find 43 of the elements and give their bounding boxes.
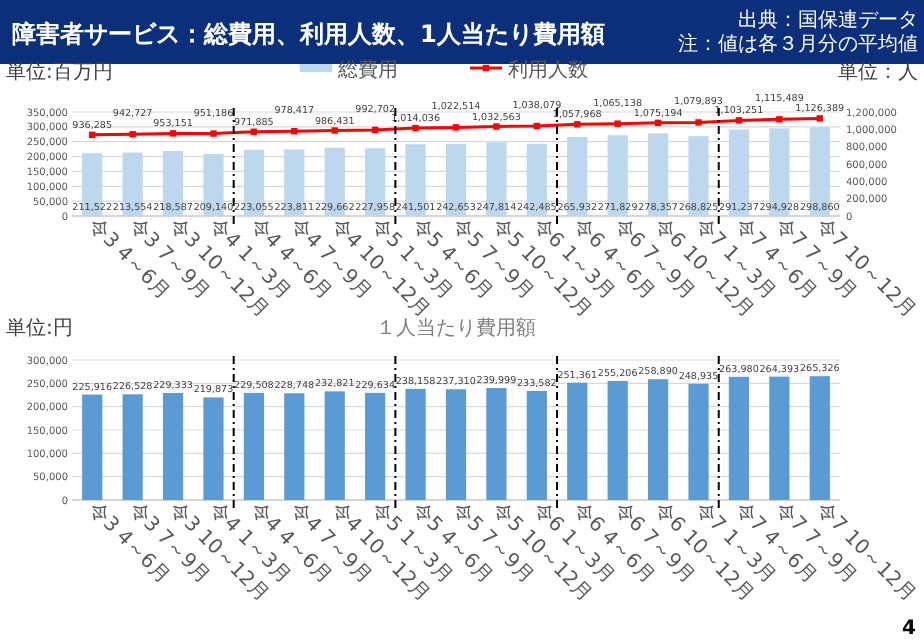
bar [122,394,143,500]
point [412,124,419,132]
point [210,130,217,137]
point [776,116,783,123]
bar [526,391,547,500]
bar [365,392,386,500]
point [291,128,298,135]
bar [324,391,345,500]
point [816,115,823,122]
bar [162,392,184,500]
point [614,120,621,127]
y2-axis-title: 単位：人 [838,60,918,84]
point [331,127,338,134]
point [129,131,136,138]
point [452,124,460,131]
bar [607,380,628,500]
bar [809,376,830,500]
bar [648,379,669,500]
point [493,123,500,130]
chart-title: １人当たり費用額 [376,316,536,340]
text: 4 [902,618,917,640]
y-axis-title: 単位:百万円 [6,60,113,84]
bar [284,393,305,500]
point [169,130,177,137]
y-axis-title: 単位:円 [6,316,73,340]
point [574,121,581,128]
bar [769,376,790,500]
source-note: 出典：国保連データ [738,8,918,32]
text: 注：値は各３月分の平均値 [678,32,918,56]
bar [567,382,588,500]
bar [728,376,750,500]
bar [243,392,264,500]
legend-label: 総費用 [336,58,398,82]
point [735,117,743,124]
bar [445,389,467,500]
bar [688,383,709,500]
point [695,119,702,126]
chart-title: 障害者サービス：総費用、利用人数、1人当たり費用額 [12,20,605,48]
bar [486,388,507,500]
bar [203,397,224,500]
bar [405,388,426,500]
bar [82,394,103,500]
legend-label: 利用人数 [508,58,588,82]
